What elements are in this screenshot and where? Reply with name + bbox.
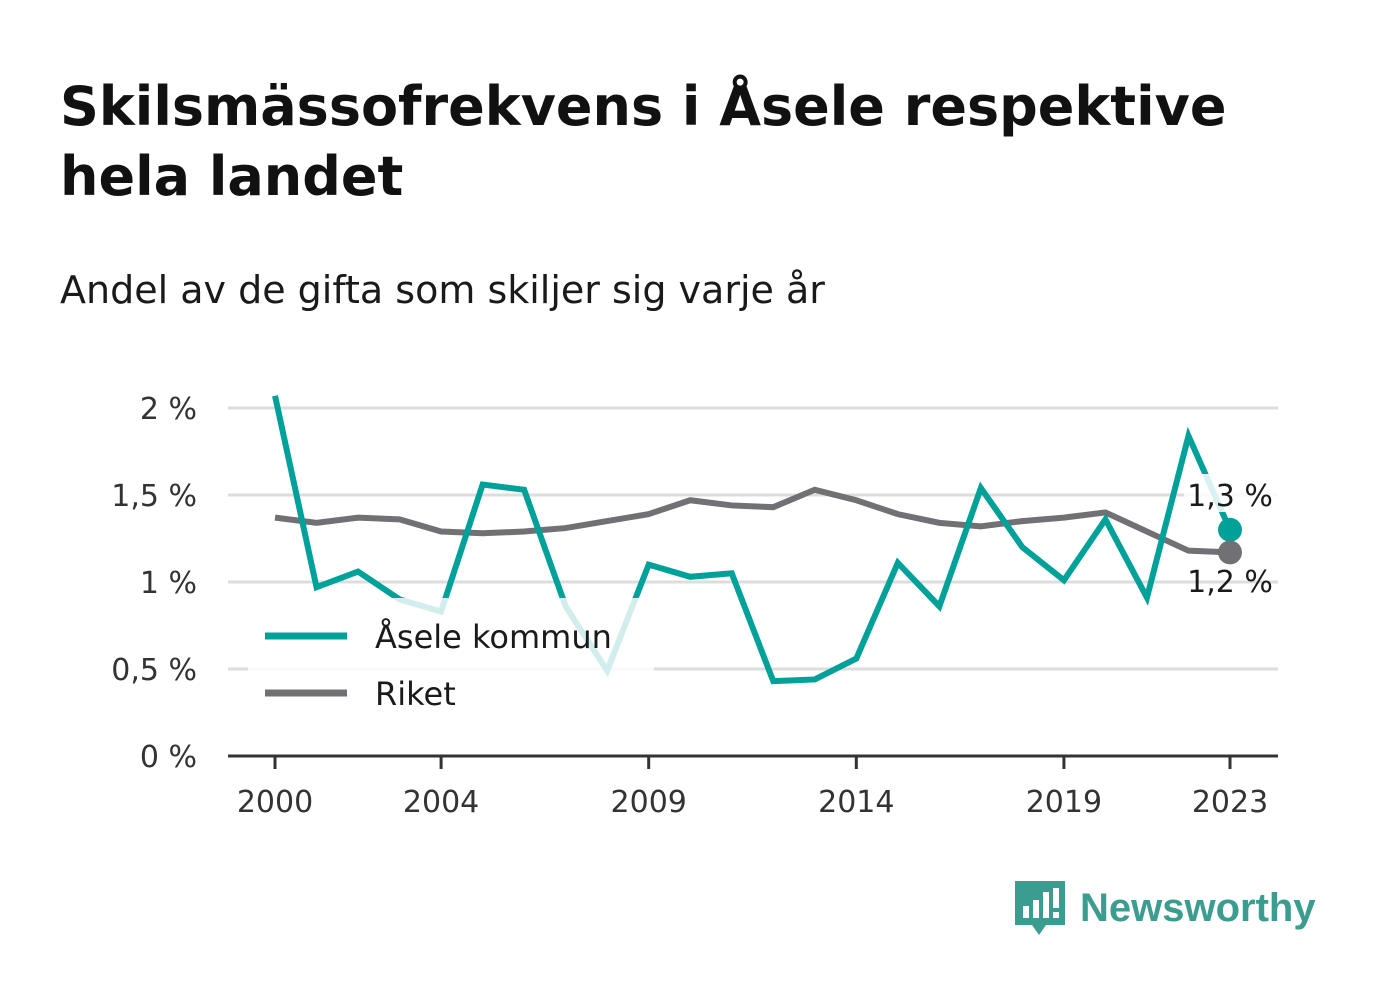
x-tick-label: 2004 xyxy=(403,785,479,820)
series-line-riket xyxy=(274,486,1231,556)
y-tick-label: 1 % xyxy=(140,566,197,601)
y-tick-label: 1,5 % xyxy=(111,479,197,514)
y-tick-label: 0,5 % xyxy=(111,653,197,688)
x-tick-label: 2019 xyxy=(1026,785,1102,820)
end-label-riket: 1,2 % xyxy=(1187,565,1273,600)
newsworthy-logo: Newsworthy xyxy=(1012,878,1316,938)
brand-name: Newsworthy xyxy=(1080,885,1316,930)
x-tick-label: 2009 xyxy=(611,785,687,820)
end-marker-asele xyxy=(1218,517,1242,542)
legend: Åsele kommun Riket xyxy=(248,598,654,726)
bar-chart-speech-bubble-icon xyxy=(1015,881,1065,935)
legend-label-asele: Åsele kommun xyxy=(375,618,612,656)
y-tick-label: 2 % xyxy=(140,392,197,427)
legend-label-riket: Riket xyxy=(375,675,456,713)
end-label-asele: 1,3 % xyxy=(1187,479,1273,514)
legend-background xyxy=(248,598,654,726)
x-tick-label: 2000 xyxy=(237,785,313,820)
end-markers: 1,3 % 1,2 % xyxy=(1184,474,1278,600)
x-tick-label: 2023 xyxy=(1192,785,1268,820)
chart-subtitle: Andel av de gifta som skiljer sig varje … xyxy=(60,268,825,312)
end-marker-riket xyxy=(1218,540,1242,565)
end-label-halo xyxy=(1184,474,1278,512)
x-axis-ticks: 2000 2004 2009 2014 2019 2023 xyxy=(237,756,1268,820)
y-axis-ticks: 0 % 0,5 % 1 % 1,5 % 2 % xyxy=(111,392,197,775)
chart-title: Skilsmässofrekvens i Åsele respektive he… xyxy=(60,75,1227,208)
x-tick-label: 2014 xyxy=(818,785,894,820)
y-tick-label: 0 % xyxy=(140,740,197,775)
